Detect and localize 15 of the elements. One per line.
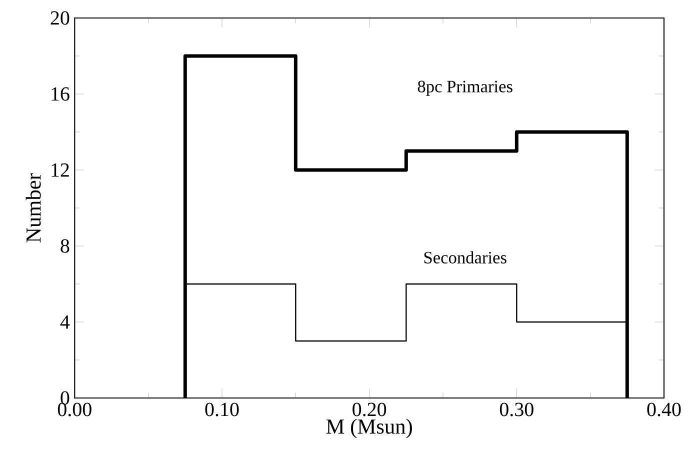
x-tick-label: 0.20: [352, 402, 386, 416]
y-tick-label: 12: [52, 164, 69, 177]
x-tick-label: 0.40: [647, 402, 681, 416]
x-axis-title: M (Msun): [326, 418, 412, 438]
y-tick-label: 20: [50, 11, 70, 25]
y-tick-label: 0: [60, 391, 70, 405]
x-tick-label: 0.10: [205, 402, 239, 416]
x-tick-label: 0.00: [58, 402, 92, 416]
annotation: Secondaries: [424, 251, 506, 264]
x-tick-label: 0.30: [500, 402, 534, 416]
y-tick-label: 16: [52, 87, 70, 101]
annotation: 8pc Primaries: [418, 80, 512, 96]
y-tick-label: 8: [60, 239, 70, 253]
y-tick-label: 4: [60, 316, 70, 329]
y-axis-title: Number: [26, 173, 41, 243]
